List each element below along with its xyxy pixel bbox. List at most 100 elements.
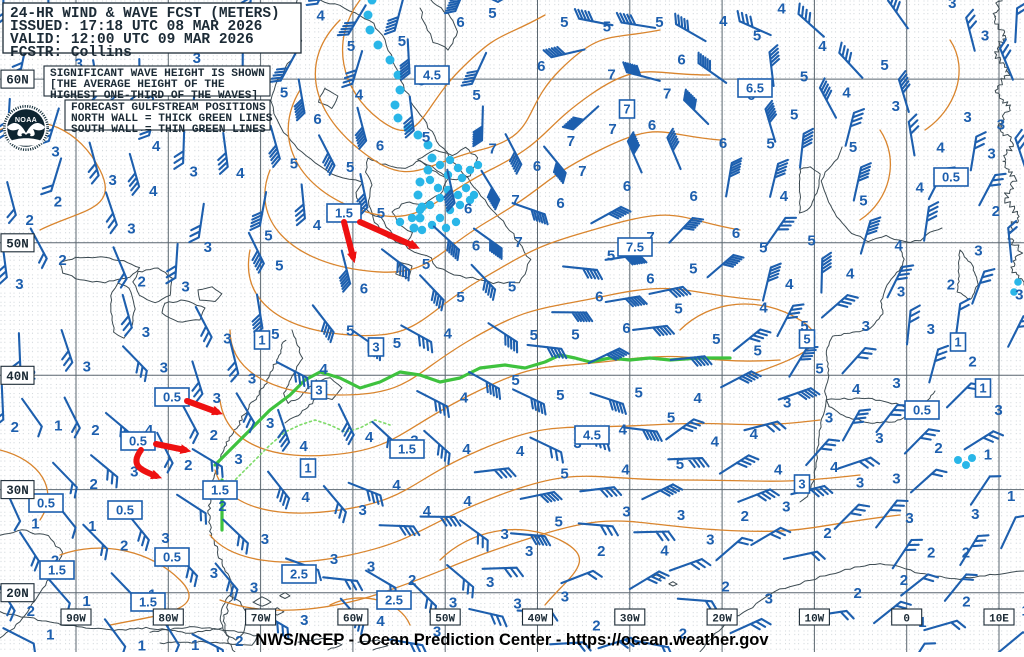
- svg-text:5: 5: [508, 278, 516, 295]
- svg-text:6: 6: [622, 320, 630, 337]
- svg-text:1: 1: [979, 381, 986, 396]
- svg-text:6: 6: [646, 270, 654, 287]
- svg-text:5: 5: [880, 57, 888, 74]
- svg-text:6: 6: [360, 281, 368, 298]
- svg-text:3: 3: [987, 146, 995, 163]
- svg-text:6: 6: [313, 111, 321, 128]
- svg-text:3: 3: [315, 383, 322, 398]
- svg-text:6: 6: [719, 135, 727, 152]
- svg-text:3: 3: [250, 580, 258, 597]
- svg-text:4: 4: [750, 426, 759, 443]
- svg-text:4: 4: [392, 477, 401, 494]
- svg-text:4: 4: [711, 434, 720, 451]
- svg-text:2: 2: [90, 476, 98, 493]
- svg-text:3: 3: [300, 612, 308, 629]
- svg-text:4: 4: [719, 13, 728, 30]
- svg-text:5: 5: [800, 69, 808, 86]
- svg-text:2: 2: [184, 457, 192, 474]
- svg-text:4: 4: [621, 462, 630, 479]
- svg-text:4: 4: [463, 493, 472, 510]
- svg-text:2: 2: [721, 578, 729, 595]
- svg-text:7: 7: [608, 121, 616, 138]
- svg-text:1.5: 1.5: [48, 563, 66, 578]
- svg-text:0.5: 0.5: [913, 403, 931, 418]
- svg-text:5: 5: [859, 192, 867, 209]
- svg-text:1: 1: [984, 447, 992, 464]
- svg-text:3: 3: [782, 499, 790, 516]
- svg-text:3: 3: [15, 276, 23, 293]
- svg-text:3: 3: [513, 596, 521, 613]
- svg-text:5: 5: [488, 5, 496, 22]
- svg-text:3: 3: [372, 340, 379, 355]
- svg-text:3: 3: [765, 591, 773, 608]
- svg-text:4: 4: [462, 441, 471, 458]
- svg-text:6: 6: [732, 225, 740, 242]
- svg-text:3: 3: [51, 144, 59, 161]
- svg-text:5: 5: [422, 129, 430, 146]
- svg-text:3: 3: [161, 530, 169, 547]
- svg-text:5: 5: [560, 466, 568, 483]
- svg-text:3: 3: [1015, 287, 1023, 304]
- svg-text:5: 5: [803, 332, 810, 347]
- svg-text:1: 1: [88, 518, 96, 535]
- svg-text:4: 4: [317, 7, 326, 24]
- svg-text:2: 2: [900, 572, 908, 589]
- svg-text:2: 2: [823, 525, 831, 542]
- svg-text:1: 1: [82, 593, 90, 610]
- svg-text:60N: 60N: [6, 74, 29, 88]
- svg-text:FCSTR: Collins: FCSTR: Collins: [10, 45, 132, 61]
- svg-text:7: 7: [511, 192, 519, 209]
- svg-text:5: 5: [635, 385, 643, 402]
- svg-text:5: 5: [674, 300, 682, 317]
- svg-text:3: 3: [561, 588, 569, 605]
- svg-text:5: 5: [571, 326, 579, 343]
- svg-text:2.5: 2.5: [290, 567, 308, 582]
- svg-text:2: 2: [26, 212, 34, 229]
- svg-text:2: 2: [927, 545, 935, 562]
- svg-text:5: 5: [530, 327, 538, 344]
- svg-text:1.5: 1.5: [211, 483, 229, 498]
- svg-text:4: 4: [936, 139, 945, 156]
- svg-text:2: 2: [218, 498, 226, 515]
- svg-text:4: 4: [516, 443, 525, 460]
- svg-text:3: 3: [127, 221, 135, 238]
- svg-text:6: 6: [623, 178, 631, 195]
- svg-text:3: 3: [862, 318, 870, 335]
- svg-text:90W: 90W: [66, 614, 86, 626]
- svg-text:3: 3: [927, 321, 935, 338]
- svg-text:2: 2: [210, 427, 218, 444]
- svg-text:0.5: 0.5: [942, 170, 960, 185]
- svg-text:3: 3: [181, 279, 189, 296]
- svg-text:7: 7: [489, 141, 497, 158]
- svg-text:4: 4: [916, 180, 925, 197]
- svg-text:1: 1: [954, 335, 961, 350]
- svg-text:5: 5: [555, 513, 563, 530]
- svg-text:3: 3: [622, 504, 630, 521]
- svg-text:3: 3: [997, 117, 1005, 134]
- svg-text:4: 4: [365, 429, 374, 446]
- svg-text:3: 3: [905, 510, 913, 527]
- svg-text:80W: 80W: [158, 614, 178, 626]
- svg-text:2: 2: [854, 585, 862, 602]
- svg-text:5: 5: [347, 38, 355, 55]
- svg-text:1: 1: [54, 418, 62, 435]
- svg-text:2: 2: [54, 194, 62, 211]
- svg-text:3: 3: [223, 331, 231, 348]
- svg-text:5: 5: [346, 159, 354, 176]
- svg-text:0.5: 0.5: [116, 503, 134, 518]
- svg-text:3: 3: [798, 477, 805, 492]
- svg-text:5: 5: [398, 33, 406, 50]
- svg-text:6: 6: [376, 138, 384, 155]
- svg-text:3: 3: [892, 471, 900, 488]
- svg-text:6: 6: [456, 14, 464, 31]
- svg-text:4: 4: [320, 361, 329, 378]
- svg-text:5: 5: [759, 239, 767, 256]
- svg-text:4: 4: [619, 422, 628, 439]
- svg-text:4: 4: [780, 188, 789, 205]
- svg-text:3: 3: [856, 475, 864, 492]
- svg-text:2: 2: [992, 203, 1000, 220]
- svg-text:3: 3: [83, 358, 91, 375]
- svg-text:5: 5: [456, 289, 464, 306]
- svg-text:3: 3: [330, 551, 338, 568]
- svg-text:6: 6: [464, 200, 472, 217]
